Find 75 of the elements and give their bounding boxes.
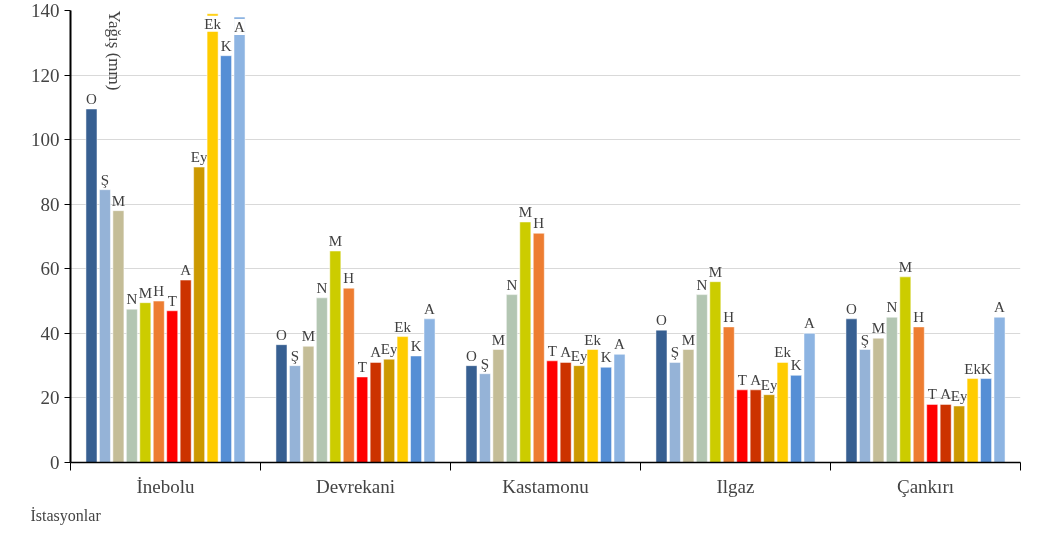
- text: O: [276, 326, 287, 343]
- text: K: [980, 360, 992, 377]
- series-label: A: [234, 18, 246, 35]
- text: A: [804, 315, 815, 332]
- text: A: [614, 336, 625, 353]
- series-label: Ek: [204, 15, 222, 32]
- text: A: [370, 344, 382, 361]
- series-label: M: [301, 328, 316, 345]
- text: A: [750, 371, 762, 388]
- text: T: [927, 386, 937, 403]
- text: M: [491, 331, 506, 348]
- series-label: T: [167, 292, 177, 309]
- x-axis-title: İstasyonlar: [30, 506, 102, 525]
- series-label: O: [86, 90, 98, 107]
- text: M: [328, 233, 342, 250]
- series-label: M: [518, 203, 532, 220]
- series-label: N: [126, 291, 138, 308]
- text: T: [547, 342, 557, 359]
- x-tick-label: Ilgaz: [716, 475, 755, 497]
- x-tick-label: Devrekani: [315, 475, 396, 497]
- text: M: [898, 258, 912, 275]
- text: A: [560, 344, 572, 361]
- series-label: H: [153, 283, 165, 300]
- text: H: [343, 270, 355, 287]
- x-tick-label: İnebolu: [136, 475, 196, 497]
- text: Ş: [670, 344, 680, 361]
- y-tick-label: 20: [40, 387, 60, 409]
- text: O: [846, 300, 857, 317]
- text: T: [357, 358, 367, 375]
- text: K: [790, 357, 802, 374]
- text: Ey: [570, 347, 588, 364]
- text: O: [466, 347, 477, 364]
- text: N: [506, 276, 518, 293]
- text: Ey: [760, 376, 778, 393]
- text: N: [886, 299, 898, 316]
- x-tick-label: Kastamonu: [502, 475, 590, 497]
- y-tick-label: 60: [40, 258, 60, 280]
- y-tick-label: 120: [31, 64, 60, 86]
- text: A: [424, 300, 435, 317]
- series-label: Ey: [190, 149, 208, 166]
- text: Ey: [950, 388, 968, 404]
- text: Ek: [774, 344, 791, 361]
- text: M: [708, 263, 722, 280]
- text: T: [737, 371, 747, 388]
- text: Ek: [394, 318, 411, 335]
- y-tick-label: 40: [40, 322, 60, 344]
- text: N: [316, 279, 328, 296]
- text: Ş: [290, 347, 300, 364]
- series-label: Ş: [100, 171, 110, 188]
- y-axis-title: Yağış (mm): [105, 10, 125, 91]
- text: O: [656, 312, 667, 329]
- series-label: K: [220, 37, 232, 54]
- text: M: [871, 320, 886, 337]
- text: N: [696, 276, 708, 293]
- text: A: [940, 386, 952, 403]
- text: K: [600, 349, 612, 366]
- y-tick-label: 0: [50, 452, 60, 473]
- text: H: [533, 215, 545, 232]
- text: Ş: [860, 331, 870, 348]
- text: H: [723, 308, 735, 325]
- text: Ek: [964, 360, 981, 377]
- text: A: [994, 299, 1005, 316]
- text: Ek: [584, 331, 601, 348]
- text: M: [681, 331, 696, 348]
- text: H: [913, 308, 925, 325]
- text: Ş: [480, 355, 490, 372]
- y-tick-label: 100: [31, 129, 60, 151]
- text: Ey: [380, 341, 398, 358]
- text: K: [410, 337, 422, 354]
- x-tick-label: Çankırı: [897, 475, 954, 497]
- text: M: [138, 284, 152, 301]
- y-tick-label: 140: [31, 0, 60, 21]
- series-label: A: [180, 262, 192, 279]
- text: M: [111, 192, 126, 209]
- y-tick-label: 80: [40, 193, 60, 215]
